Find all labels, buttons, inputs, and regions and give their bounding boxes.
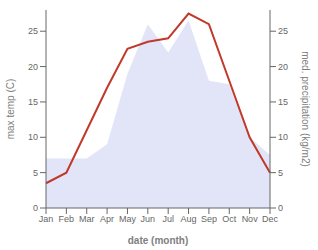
svg-text:May: May <box>119 214 137 224</box>
svg-text:Mar: Mar <box>79 214 95 224</box>
svg-text:5: 5 <box>33 168 38 178</box>
svg-text:date (month): date (month) <box>128 235 189 246</box>
svg-text:20: 20 <box>278 62 288 72</box>
svg-text:10: 10 <box>28 132 38 142</box>
svg-text:Jul: Jul <box>162 214 174 224</box>
svg-text:25: 25 <box>278 26 288 36</box>
svg-text:med. precipitation (kg/m2): med. precipitation (kg/m2) <box>300 51 310 167</box>
svg-text:25: 25 <box>28 26 38 36</box>
svg-text:15: 15 <box>278 97 288 107</box>
svg-text:10: 10 <box>278 132 288 142</box>
svg-text:20: 20 <box>28 62 38 72</box>
svg-text:0: 0 <box>33 203 38 213</box>
svg-text:Oct: Oct <box>222 214 237 224</box>
svg-text:max temp (C): max temp (C) <box>8 79 16 140</box>
svg-text:Jun: Jun <box>141 214 156 224</box>
svg-text:Sep: Sep <box>201 214 217 224</box>
svg-text:15: 15 <box>28 97 38 107</box>
svg-text:Aug: Aug <box>181 214 197 224</box>
svg-text:Jan: Jan <box>39 214 54 224</box>
svg-text:Apr: Apr <box>100 214 114 224</box>
svg-text:0: 0 <box>278 203 283 213</box>
svg-text:Nov: Nov <box>242 214 259 224</box>
svg-text:5: 5 <box>278 168 283 178</box>
svg-text:Dec: Dec <box>262 214 279 224</box>
svg-text:Feb: Feb <box>59 214 75 224</box>
